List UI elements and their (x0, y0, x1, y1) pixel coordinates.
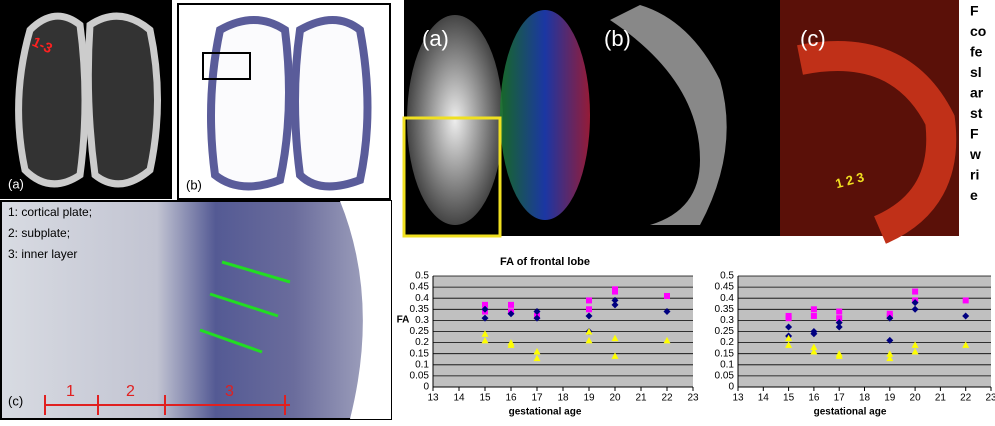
y-tick-label: 0.3 (720, 315, 734, 326)
y-tick-label: 0.25 (410, 326, 430, 337)
x-tick-label: 17 (531, 393, 543, 404)
y-tick-label: 0.15 (410, 348, 430, 359)
y-axis-label: FA (397, 315, 410, 326)
point (586, 297, 592, 303)
caption-line: fe (970, 44, 983, 60)
y-tick-label: 0.2 (415, 337, 429, 348)
y-tick-label: 0.1 (415, 359, 429, 370)
x-tick-label: 15 (479, 393, 491, 404)
y-tick-label: 0.25 (715, 326, 735, 337)
x-tick-label: 17 (834, 393, 846, 404)
y-tick-label: 0.05 (715, 371, 735, 382)
x-tick-label: 21 (635, 393, 647, 404)
panel-label: (b) (186, 177, 202, 192)
y-tick-label: 0.35 (410, 304, 430, 315)
y-tick-label: 0 (423, 382, 429, 393)
panel-label: (a) (422, 26, 449, 51)
point (811, 313, 817, 319)
caption-line: F (970, 126, 979, 142)
caption-line: ri (970, 167, 979, 183)
y-tick-label: 0.5 (415, 271, 429, 282)
x-axis-label: gestational age (509, 407, 582, 418)
point (811, 306, 817, 312)
point (586, 306, 592, 312)
y-tick-label: 0.4 (415, 293, 429, 304)
y-tick-label: 0.3 (415, 315, 429, 326)
layer-label: 1 (66, 383, 75, 400)
point (963, 297, 969, 303)
zoom-panel: 1: cortical plate; 2: subplate; 3: inner… (1, 201, 391, 419)
caption-line: st (970, 105, 983, 121)
chart-title: FA of frontal lobe (500, 256, 590, 268)
panel-label: (c) (8, 393, 23, 408)
histology-panel: (b) (178, 4, 390, 199)
x-tick-label: 13 (732, 393, 744, 404)
panel-label: (a) (8, 176, 24, 191)
point (612, 289, 618, 295)
x-tick-label: 23 (985, 393, 995, 404)
caption-fragment: Fco fe sl ar st Fw ri e (969, 3, 986, 204)
y-tick-label: 0.1 (720, 359, 734, 370)
point (912, 289, 918, 295)
x-tick-label: 19 (884, 393, 896, 404)
point (508, 302, 514, 308)
x-tick-label: 23 (687, 393, 699, 404)
y-tick-label: 0.35 (715, 304, 735, 315)
y-tick-label: 0.15 (715, 348, 735, 359)
y-tick-label: 0.45 (715, 282, 735, 293)
layer-label: 2 (126, 383, 135, 400)
caption-line: w (969, 146, 981, 162)
legend-text: 2: subplate; (8, 226, 70, 240)
dti-panels: (a) (b) (c) 1 2 3 (404, 0, 959, 236)
panel-label: (c) (800, 26, 826, 51)
x-tick-label: 18 (859, 393, 871, 404)
x-tick-label: 13 (427, 393, 439, 404)
figure: 1-3 (a) (b) 1: cortical plate; 2: subpla… (0, 0, 995, 421)
y-tick-label: 0.4 (720, 293, 734, 304)
y-tick-label: 0.45 (410, 282, 430, 293)
caption-line: F (970, 3, 979, 19)
x-tick-label: 15 (783, 393, 795, 404)
x-tick-label: 16 (808, 393, 820, 404)
caption-line: ar (970, 85, 984, 101)
x-tick-label: 19 (583, 393, 595, 404)
legend-text: 1: cortical plate; (8, 205, 92, 219)
y-tick-label: 0 (728, 382, 734, 393)
caption-line: e (970, 187, 978, 203)
x-tick-label: 22 (661, 393, 673, 404)
y-tick-label: 0.05 (410, 371, 430, 382)
x-tick-label: 16 (505, 393, 517, 404)
x-tick-label: 14 (758, 393, 770, 404)
layer-label: 3 (225, 383, 234, 400)
caption-line: co (970, 23, 986, 39)
x-tick-label: 20 (910, 393, 922, 404)
point (664, 293, 670, 299)
mri-panel: 1-3 (a) (0, 0, 172, 199)
x-tick-label: 14 (453, 393, 465, 404)
panel-label: (b) (604, 26, 631, 51)
x-tick-label: 22 (960, 393, 972, 404)
point (786, 315, 792, 321)
legend-text: 3: inner layer (8, 247, 77, 261)
x-tick-label: 21 (935, 393, 947, 404)
x-tick-label: 20 (609, 393, 621, 404)
caption-line: sl (970, 64, 982, 80)
y-tick-label: 0.5 (720, 271, 734, 282)
x-axis-label: gestational age (814, 407, 887, 418)
x-tick-label: 18 (557, 393, 569, 404)
point (836, 309, 842, 315)
y-tick-label: 0.2 (720, 337, 734, 348)
